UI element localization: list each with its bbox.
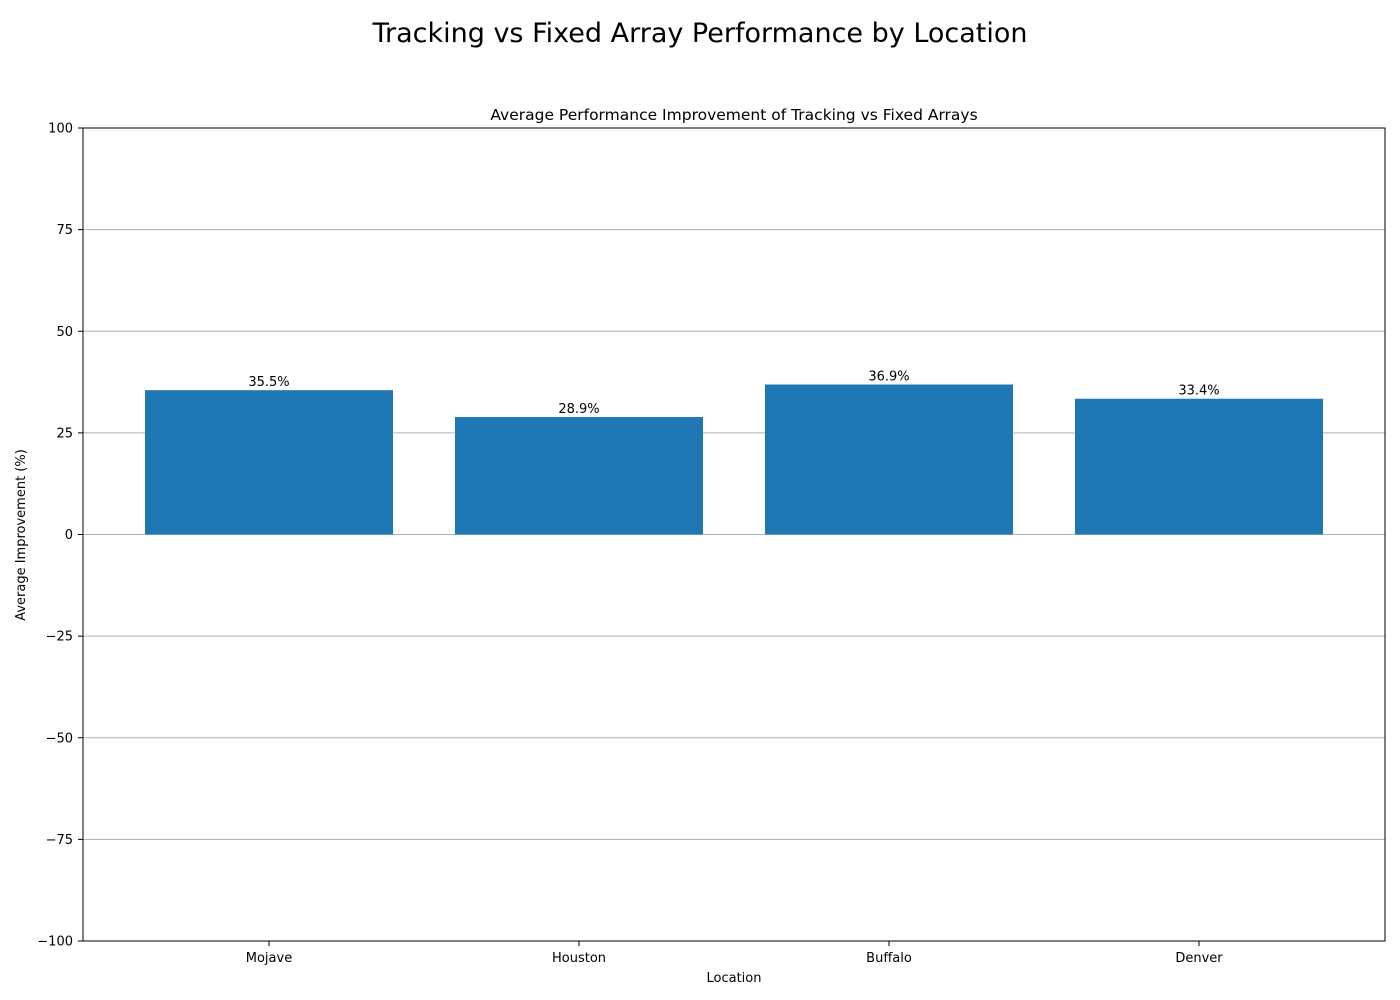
- bars: [145, 384, 1323, 535]
- y-tick-label: 75: [56, 223, 73, 238]
- x-axis-ticks: Mojave Houston Buffalo Denver: [246, 941, 1223, 966]
- data-label-houston: 28.9%: [558, 402, 599, 417]
- y-tick-label: 0: [65, 528, 73, 543]
- chart-suptitle: Tracking vs Fixed Array Performance by L…: [371, 18, 1027, 49]
- x-tick-label: Mojave: [246, 951, 292, 966]
- y-tick-label: 50: [56, 325, 73, 340]
- data-label-mojave: 35.5%: [248, 375, 289, 390]
- bar-mojave: [145, 390, 393, 535]
- y-tick-label: −50: [46, 731, 73, 746]
- y-tick-label: −100: [37, 935, 73, 950]
- y-tick-label: −75: [46, 833, 73, 848]
- x-tick-label: Houston: [552, 951, 606, 966]
- y-tick-label: 100: [48, 122, 73, 137]
- chart-title: Average Performance Improvement of Track…: [490, 106, 977, 124]
- data-label-buffalo: 36.9%: [868, 370, 909, 385]
- x-tick-label: Buffalo: [866, 951, 912, 966]
- data-label-denver: 33.4%: [1178, 384, 1219, 399]
- x-tick-label: Denver: [1175, 951, 1223, 966]
- y-tick-label: −25: [46, 630, 73, 645]
- bar-buffalo: [765, 384, 1013, 535]
- bar-houston: [455, 417, 703, 535]
- data-labels: 35.5% 28.9% 36.9% 33.4%: [248, 370, 1219, 418]
- y-axis-label: Average Improvement (%): [14, 449, 29, 621]
- y-axis-ticks: 100 75 50 25 0 −25 −50 −75 −100: [37, 122, 83, 950]
- x-axis-label: Location: [707, 971, 762, 986]
- y-tick-label: 25: [56, 426, 73, 441]
- bar-denver: [1075, 398, 1323, 535]
